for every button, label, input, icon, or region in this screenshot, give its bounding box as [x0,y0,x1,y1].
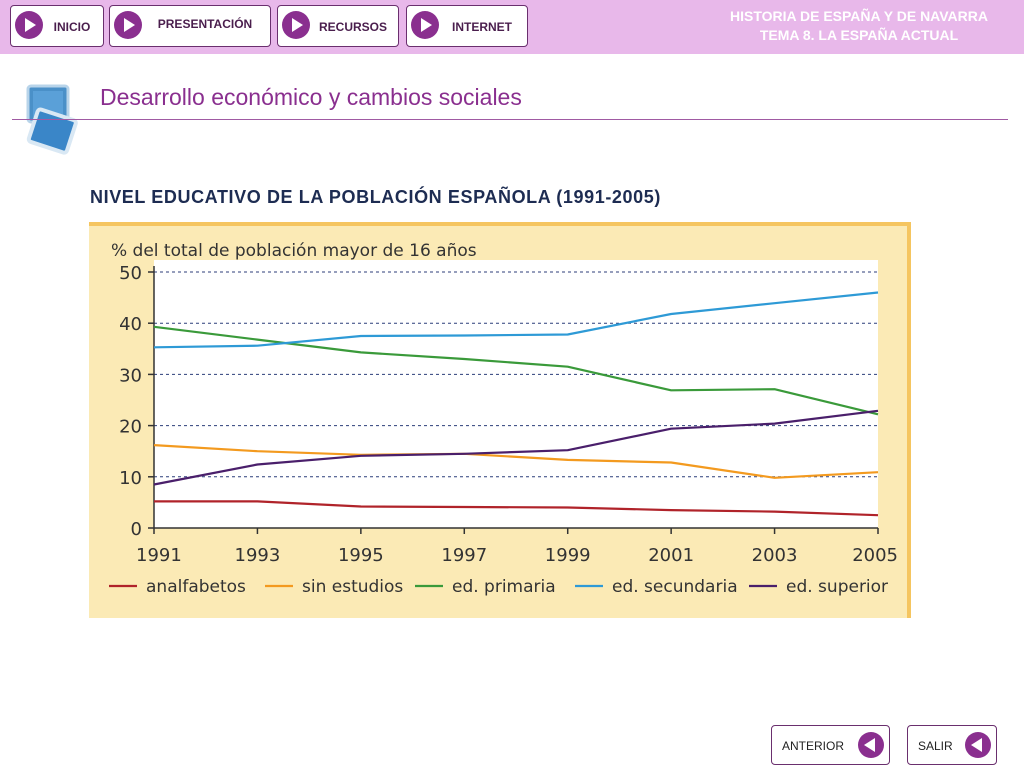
slides-icon [26,84,78,155]
y-tick-label: 30 [119,365,142,386]
legend-label: ed. superior [786,577,888,597]
legend-label: ed. primaria [452,577,556,597]
nav-presentacion-button[interactable]: PRESENTACIÓN [109,5,271,47]
y-tick-label: 20 [119,417,142,438]
y-tick-label: 10 [119,468,142,489]
legend-label: ed. secundaria [612,577,738,597]
play-arrow-icon [15,11,43,39]
play-arrow-icon [282,11,310,39]
series-line-ed-superior [153,409,879,486]
y-tick-label: 0 [131,519,142,540]
page-title: Desarrollo económico y cambios sociales [100,84,522,110]
x-tick-label: 1993 [235,545,281,566]
exit-button[interactable]: SALIR [907,725,997,765]
chart-title: NIVEL EDUCATIVO DE LA POBLACIÓN ESPAÑOLA… [90,187,661,207]
play-arrow-icon [411,11,439,39]
course-title-line1: HISTORIA DE ESPAÑA Y DE NAVARRA [729,8,988,24]
x-tick-label: 2001 [648,545,694,566]
x-tick-label: 2005 [852,545,898,566]
y-tick-label: 50 [119,263,142,284]
series-line-analfabetos [154,500,879,517]
plot-area [154,260,878,528]
nav-internet-label: INTERNET [452,20,512,34]
legend-label: sin estudios [302,577,403,597]
title-divider [12,119,1008,120]
nav-inicio-label: INICIO [53,20,91,34]
x-tick-label: 1991 [136,545,182,566]
x-tick-label: 1999 [545,545,591,566]
series-line-sin-estudios [153,444,879,479]
series-line-ed-primaria [153,325,879,416]
nav-presentacion-label: PRESENTACIÓN [157,17,253,31]
top-bar: INICIO PRESENTACIÓN RECURSOS INTERNET HI… [0,0,1024,54]
previous-label: ANTERIOR [782,739,845,753]
nav-recursos-label: RECURSOS [318,20,387,34]
education-line-chart: % del total de población mayor de 16 año… [109,241,898,597]
y-tick-label: 40 [119,314,142,335]
x-tick-label: 1997 [441,545,487,566]
course-title-line2: TEMA 8. LA ESPAÑA ACTUAL [759,27,959,43]
series-line-ed-secundaria [153,291,879,349]
back-arrow-icon [965,732,991,758]
course-title: HISTORIA DE ESPAÑA Y DE NAVARRA TEMA 8. … [730,7,988,45]
nav-inicio-button[interactable]: INICIO [10,5,104,47]
y-axis-label: % del total de población mayor de 16 año… [111,241,477,261]
x-tick-label: 1995 [338,545,384,566]
previous-button[interactable]: ANTERIOR [771,725,890,765]
back-arrow-icon [858,732,884,758]
exit-label: SALIR [918,739,953,753]
legend-label: analfabetos [146,577,246,597]
nav-internet-button[interactable]: INTERNET [406,5,528,47]
play-arrow-icon [114,11,142,39]
nav-recursos-button[interactable]: RECURSOS [277,5,399,47]
x-tick-label: 2003 [752,545,798,566]
